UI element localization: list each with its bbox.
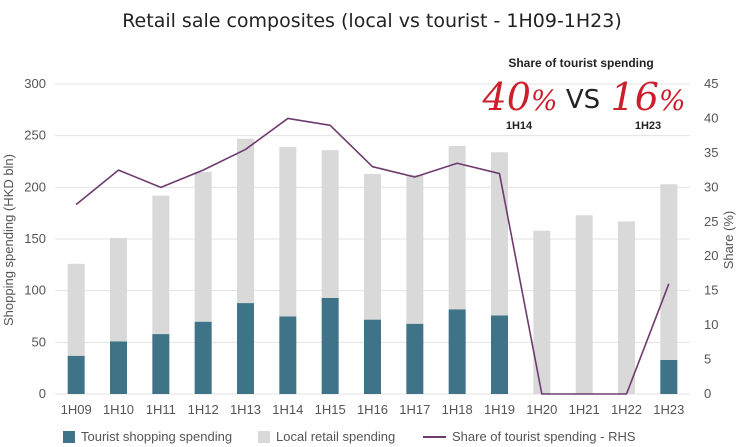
legend-swatch-tourist <box>63 431 75 443</box>
x-tick: 1H14 <box>272 402 303 417</box>
bar-tourist-1H15 <box>321 297 339 394</box>
x-tick: 1H12 <box>188 402 219 417</box>
bar-tourist-1H16 <box>364 319 381 394</box>
bar-tourist-1H12 <box>194 321 212 394</box>
bar-local-1H17 <box>406 174 424 324</box>
bars <box>67 138 678 394</box>
y-tick-left: 100 <box>24 283 46 298</box>
y-tick-left: 50 <box>32 334 46 349</box>
y-tick-right: 30 <box>704 179 718 194</box>
legend-swatch-local <box>258 431 270 443</box>
y-tick-right: 15 <box>704 283 718 298</box>
annotation-left-label: 1H14 <box>506 120 533 132</box>
x-tick: 1H11 <box>146 402 176 417</box>
x-axis-ticks: 1H09 1H10 1H11 1H12 1H13 1H14 1H15 1H16 1H17 1H18… <box>61 402 685 417</box>
x-tick: 1H18 <box>442 402 473 417</box>
x-tick: 1H21 <box>569 402 600 417</box>
bar-tourist-1H14 <box>279 316 297 394</box>
bar-local-1H13 <box>237 138 254 304</box>
bar-local-1H18 <box>448 146 466 310</box>
bar-tourist-1H10 <box>110 341 127 394</box>
y-tick-right: 25 <box>704 214 718 229</box>
bar-local-1H22 <box>618 221 635 394</box>
annotation-left-value: 40% <box>482 75 558 119</box>
bar-local-1H12 <box>194 171 212 322</box>
x-tick: 1H22 <box>611 402 642 417</box>
x-tick: 1H17 <box>399 402 430 417</box>
legend-label-local: Local retail spending <box>276 429 395 444</box>
bar-local-1H21 <box>575 215 593 394</box>
bar-tourist-1H11 <box>152 334 170 394</box>
bar-tourist-1H18 <box>448 309 466 394</box>
bar-local-1H14 <box>279 147 297 317</box>
share-annotation: Share of tourist spending 40% VS 16% 1H1… <box>482 56 686 132</box>
y-tick-right: 5 <box>704 352 711 367</box>
legend-label-share: Share of tourist spending - RHS <box>452 429 636 444</box>
share-line-series <box>75 117 670 395</box>
y-tick-left: 250 <box>24 128 46 143</box>
bar-local-1H15 <box>321 150 339 298</box>
annotation-vs: VS <box>566 85 600 115</box>
annotation-right-label: 1H23 <box>635 120 661 132</box>
y-tick-right: 35 <box>704 145 718 160</box>
y-tick-left: 300 <box>24 76 46 91</box>
y-tick-right: 20 <box>704 248 718 263</box>
y-axis-right-ticks: 0 5 10 15 20 25 30 35 40 45 <box>704 76 718 401</box>
x-tick: 1H09 <box>61 402 92 417</box>
bar-local-1H23 <box>660 184 678 360</box>
y-axis-left-ticks: 0 50 100 150 200 250 300 <box>24 76 46 401</box>
x-tick: 1H15 <box>315 402 346 417</box>
x-tick: 1H16 <box>357 402 388 417</box>
x-tick: 1H13 <box>230 402 261 417</box>
bar-tourist-1H13 <box>237 303 254 394</box>
chart-title: Retail sale composites (local vs tourist… <box>122 10 622 32</box>
y-tick-left: 200 <box>24 179 46 194</box>
y-axis-left-label: Shopping spending (HKD bln) <box>1 154 16 326</box>
y-tick-left: 0 <box>39 386 46 401</box>
y-tick-left: 150 <box>24 231 46 246</box>
y-axis-right-label: Share (%) <box>721 211 736 270</box>
y-tick-right: 40 <box>704 110 718 125</box>
legend: Tourist shopping spending Local retail s… <box>63 429 636 444</box>
y-tick-right: 0 <box>704 386 711 401</box>
legend-label-tourist: Tourist shopping spending <box>81 429 232 444</box>
x-tick: 1H20 <box>526 402 557 417</box>
x-tick: 1H10 <box>103 402 134 417</box>
x-tick: 1H23 <box>653 402 684 417</box>
bar-local-1H20 <box>533 230 551 394</box>
bar-tourist-1H23 <box>660 359 678 394</box>
bar-tourist-1H17 <box>406 323 424 394</box>
annotation-right-value: 16% <box>611 75 686 119</box>
bar-local-1H11 <box>152 195 170 335</box>
bar-tourist-1H09 <box>67 355 85 394</box>
bar-tourist-1H19 <box>491 315 508 394</box>
bar-local-1H10 <box>110 237 127 342</box>
bar-local-1H09 <box>67 263 85 356</box>
y-tick-right: 45 <box>704 76 718 91</box>
bar-local-1H16 <box>364 173 381 320</box>
annotation-heading: Share of tourist spending <box>508 56 653 70</box>
share-line <box>75 117 670 395</box>
x-tick: 1H19 <box>484 402 515 417</box>
y-tick-right: 10 <box>704 317 718 332</box>
